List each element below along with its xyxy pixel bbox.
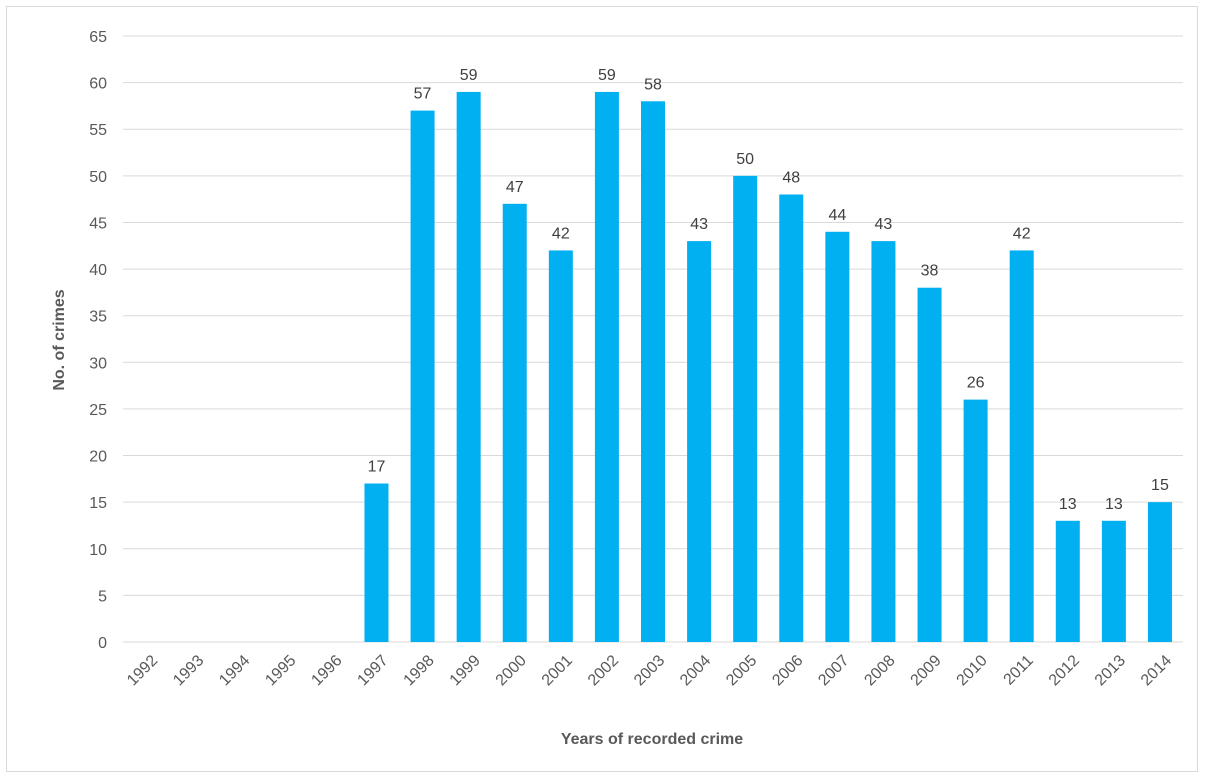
bar-2011 <box>1009 250 1034 642</box>
y-tick-label: 5 <box>98 588 107 605</box>
x-tick-label-2014: 2014 <box>1138 652 1175 689</box>
x-tick-label-2007: 2007 <box>815 652 852 689</box>
data-label-2008: 43 <box>875 216 893 233</box>
data-label-2007: 44 <box>828 207 846 224</box>
bar-1997 <box>364 483 389 642</box>
x-tick-label-1996: 1996 <box>308 652 345 689</box>
data-label-2006: 48 <box>782 169 800 186</box>
x-tick-label-1993: 1993 <box>170 652 207 689</box>
y-tick-label: 25 <box>89 402 107 419</box>
y-tick-label: 65 <box>89 29 107 46</box>
data-label-2011: 42 <box>1013 225 1031 242</box>
bar-1999 <box>456 91 481 642</box>
data-label-2002: 59 <box>598 67 616 84</box>
bar-2000 <box>502 203 527 643</box>
x-tick-label-1994: 1994 <box>216 652 253 689</box>
x-axis-title: Years of recorded crime <box>561 731 743 748</box>
data-label-1998: 57 <box>414 86 432 103</box>
data-label-2003: 58 <box>644 76 662 93</box>
y-tick-label: 35 <box>89 309 107 326</box>
x-tick-label-2009: 2009 <box>908 652 945 689</box>
x-tick-label-1999: 1999 <box>447 652 484 689</box>
bar-1998 <box>410 110 435 643</box>
data-labels: 17 57 59 47 42 59 58 43 50 48 44 43 38 26 42 13 13 15 <box>368 67 1169 513</box>
x-tick-label-1998: 1998 <box>401 652 438 689</box>
bar-2007 <box>825 231 850 643</box>
y-tick-label: 55 <box>89 122 107 139</box>
data-label-2012: 13 <box>1059 496 1077 513</box>
x-axis-ticks: 1992 1993 1994 1995 1996 1997 1998 1999 2000 2001… <box>124 652 1175 689</box>
data-label-1999: 59 <box>460 67 478 84</box>
x-tick-label-2004: 2004 <box>677 652 714 689</box>
bar-2004 <box>687 241 712 642</box>
bars <box>364 91 1172 643</box>
bar-2014 <box>1147 502 1172 642</box>
data-label-2004: 43 <box>690 216 708 233</box>
y-tick-label: 20 <box>89 449 107 466</box>
x-tick-label-2013: 2013 <box>1092 652 1129 689</box>
bar-2005 <box>733 175 758 642</box>
x-tick-label-2008: 2008 <box>861 652 898 689</box>
data-label-2009: 38 <box>921 263 939 280</box>
data-label-1997: 17 <box>368 459 386 476</box>
bar-2013 <box>1101 520 1126 642</box>
bar-2002 <box>594 91 619 642</box>
y-tick-label: 50 <box>89 169 107 186</box>
x-tick-label-1995: 1995 <box>262 652 299 689</box>
data-label-2001: 42 <box>552 225 570 242</box>
y-tick-label: 30 <box>89 355 107 372</box>
x-tick-label-2011: 2011 <box>1001 652 1037 688</box>
x-tick-label-2002: 2002 <box>585 652 622 689</box>
data-label-2013: 13 <box>1105 496 1123 513</box>
data-label-2005: 50 <box>736 151 754 168</box>
y-tick-label: 15 <box>89 495 107 512</box>
x-tick-label-2001: 2001 <box>539 652 576 689</box>
bar-2009 <box>917 287 942 642</box>
x-tick-label-2005: 2005 <box>723 652 760 689</box>
x-tick-label-2012: 2012 <box>1046 652 1083 689</box>
x-tick-label-1992: 1992 <box>124 652 161 689</box>
data-label-2010: 26 <box>967 375 985 392</box>
y-axis-ticks: 0 5 10 15 20 25 30 35 40 45 50 55 60 65 <box>89 29 107 652</box>
bar-2008 <box>871 241 896 642</box>
y-tick-label: 60 <box>89 76 107 93</box>
y-tick-label: 10 <box>89 542 107 559</box>
bar-2010 <box>963 399 988 642</box>
x-tick-label-2003: 2003 <box>631 652 668 689</box>
y-axis-title: No. of crimes <box>51 289 68 390</box>
bar-2003 <box>641 101 665 642</box>
x-tick-label-2010: 2010 <box>954 652 991 689</box>
bar-2006 <box>779 194 804 642</box>
x-tick-label-2006: 2006 <box>769 652 806 689</box>
bar-2012 <box>1055 520 1080 642</box>
bar-2001 <box>548 250 573 642</box>
data-label-2000: 47 <box>506 179 524 196</box>
y-tick-label: 0 <box>98 635 107 652</box>
y-tick-label: 40 <box>89 262 107 279</box>
data-label-2014: 15 <box>1151 477 1169 494</box>
x-tick-label-1997: 1997 <box>354 652 391 689</box>
y-tick-label: 45 <box>89 215 107 232</box>
x-tick-label-2000: 2000 <box>493 652 530 689</box>
